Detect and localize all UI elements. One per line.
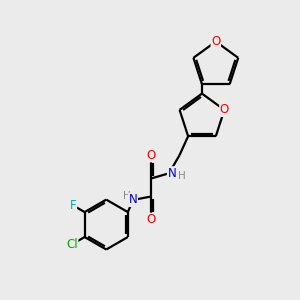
Text: O: O — [220, 103, 229, 116]
Text: F: F — [70, 199, 76, 212]
Text: Cl: Cl — [66, 238, 78, 251]
Text: O: O — [146, 213, 156, 226]
Text: O: O — [146, 149, 156, 162]
Text: N: N — [129, 194, 137, 206]
Text: H: H — [178, 171, 186, 181]
Text: O: O — [211, 35, 220, 48]
Text: N: N — [167, 167, 176, 180]
Text: H: H — [123, 191, 131, 201]
